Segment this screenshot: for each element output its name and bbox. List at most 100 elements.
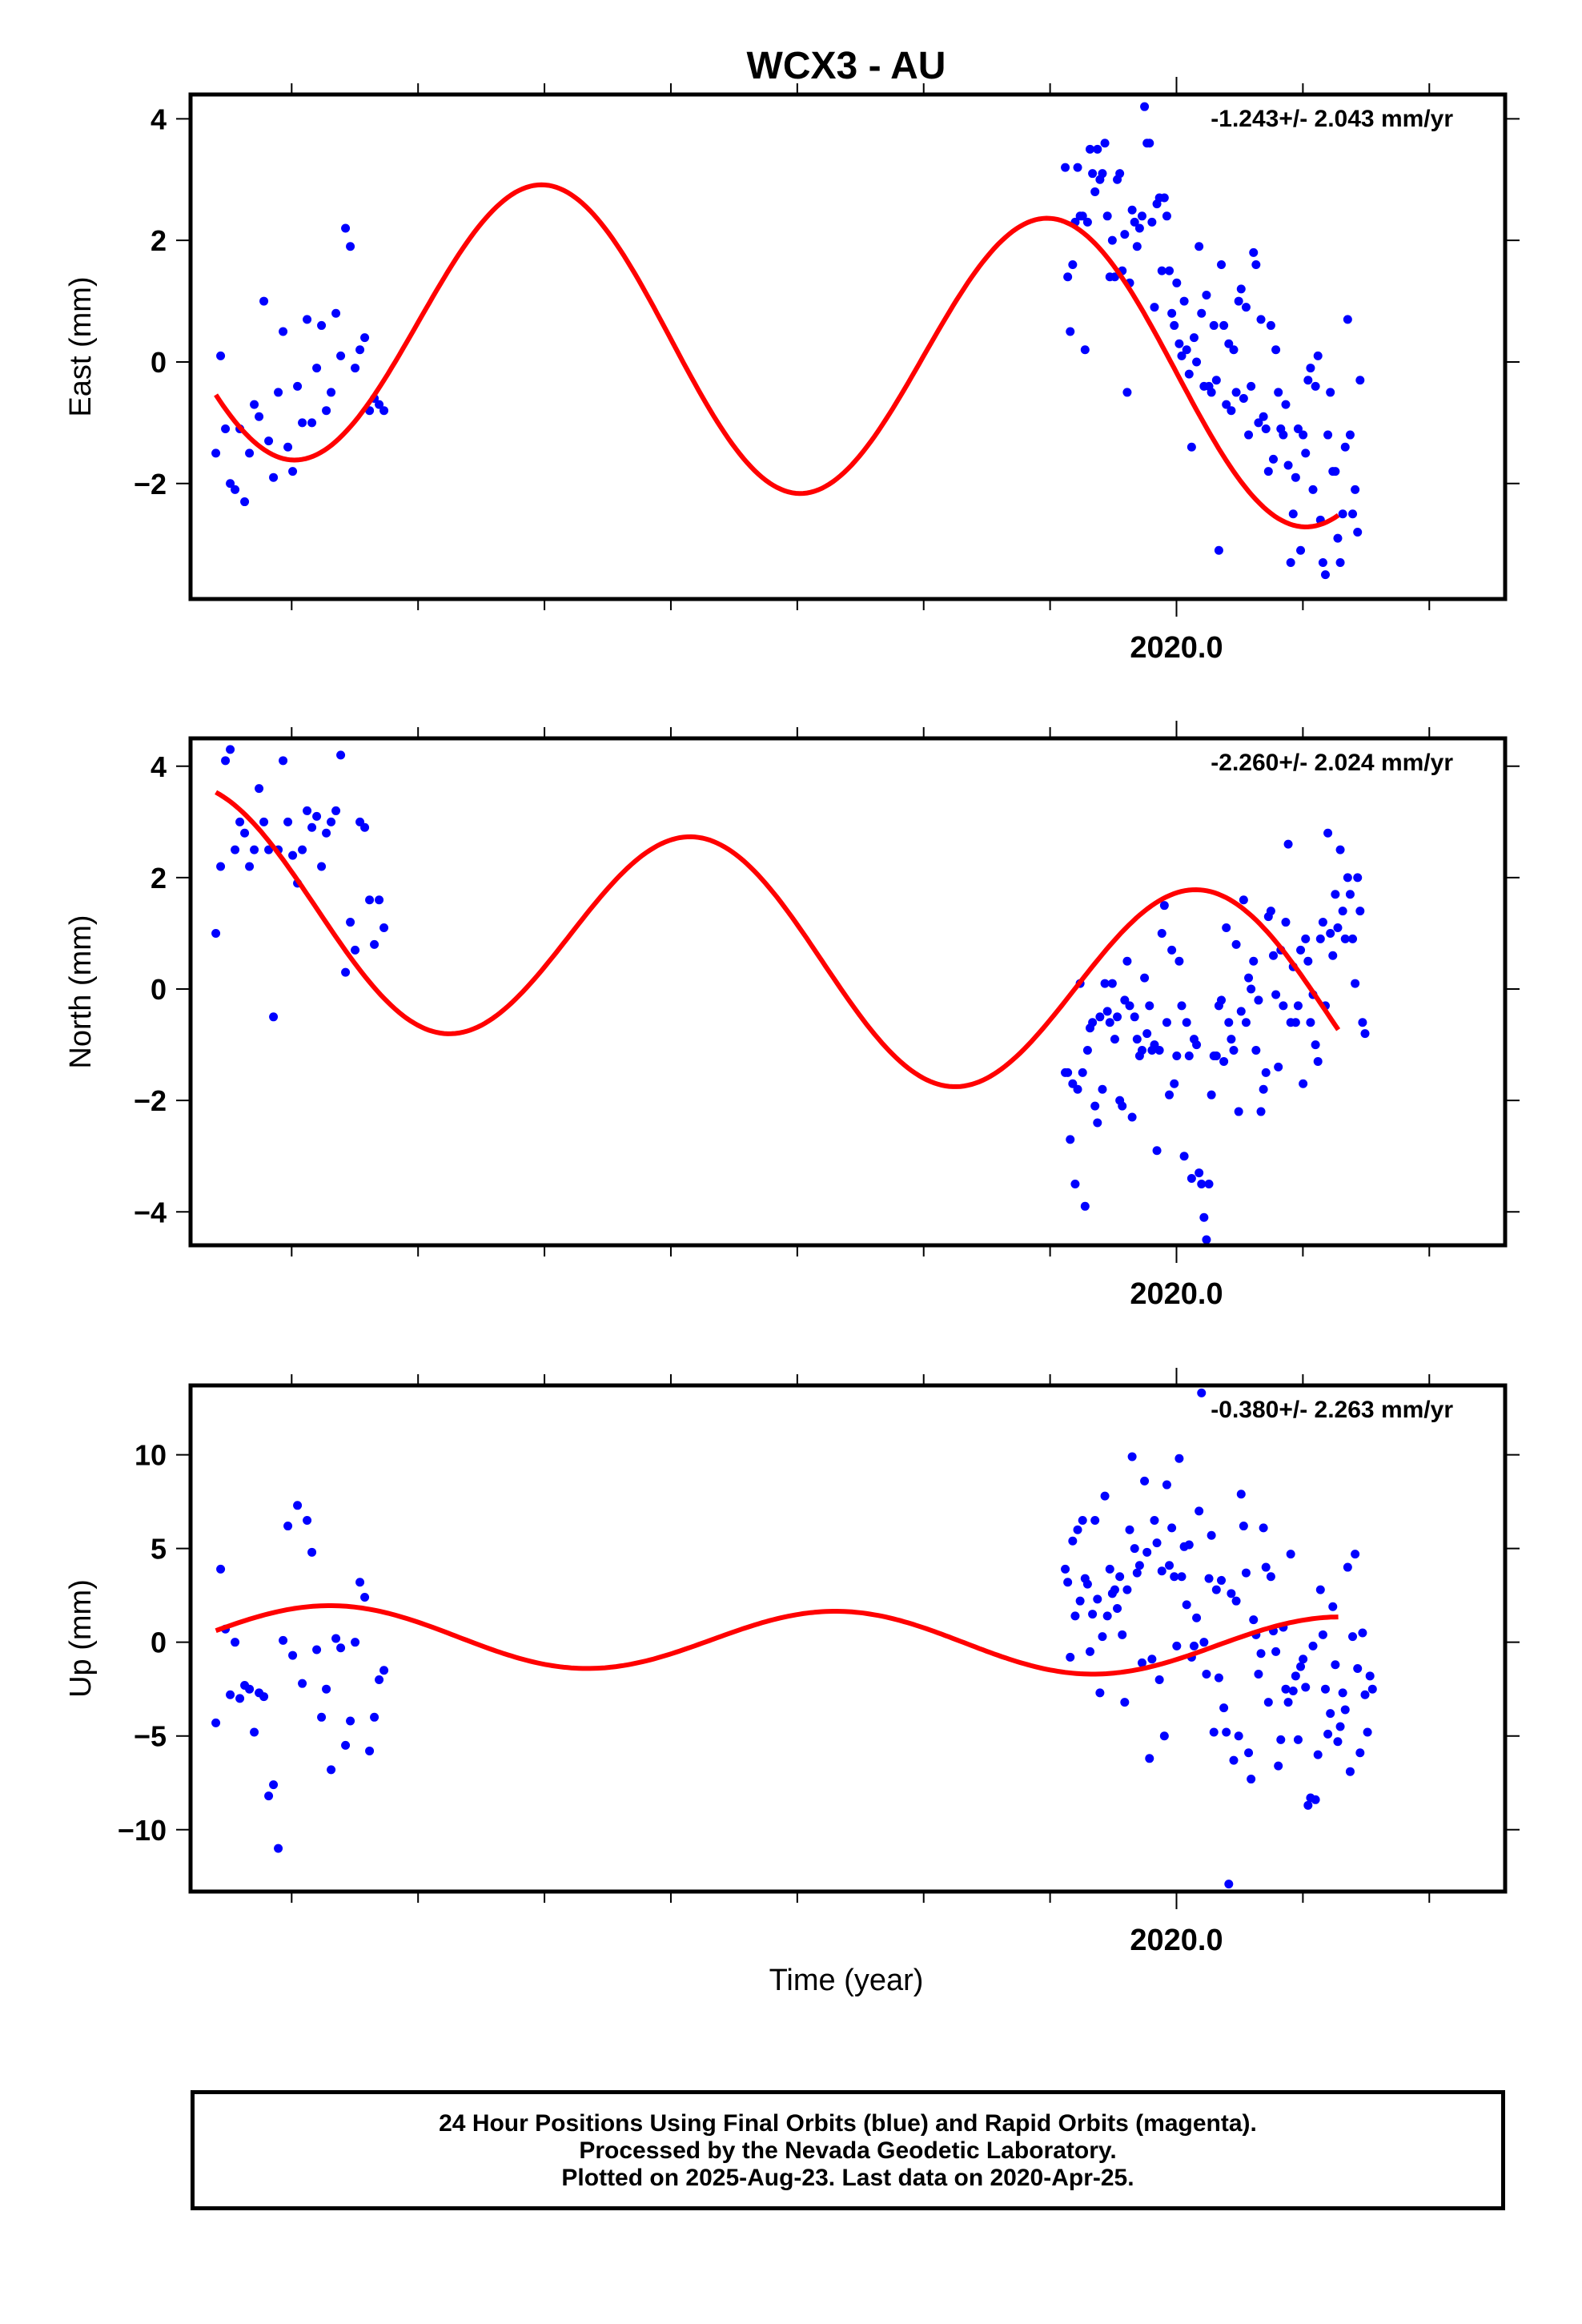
- data-point: [1093, 144, 1102, 154]
- data-point: [1360, 1690, 1370, 1699]
- data-point: [1195, 1168, 1204, 1178]
- data-point: [235, 817, 245, 826]
- data-point: [1211, 1051, 1221, 1060]
- data-point: [1296, 545, 1306, 555]
- panel-north: 2020.0 −4 −2 0 2 4 North (mm) -2.260+/- 2.024 m…: [64, 721, 1520, 1311]
- data-point: [1154, 1046, 1164, 1055]
- data-point: [1293, 424, 1303, 433]
- data-point: [1355, 376, 1365, 385]
- data-point: [1162, 1018, 1171, 1027]
- data-point: [1145, 1001, 1154, 1011]
- data-point: [1333, 1737, 1343, 1747]
- data-point: [1107, 235, 1117, 245]
- rate-annotation: -1.243+/- 2.043 mm/yr: [1211, 106, 1453, 132]
- data-point: [1170, 1572, 1179, 1582]
- data-point: [1159, 901, 1169, 911]
- data-point: [379, 406, 389, 416]
- data-point: [245, 862, 255, 871]
- data-point: [1217, 995, 1227, 1005]
- data-point: [1177, 351, 1186, 360]
- data-point: [1177, 1572, 1186, 1582]
- data-point: [1241, 1568, 1251, 1578]
- data-point: [1217, 1575, 1227, 1585]
- data-point: [231, 845, 240, 854]
- data-point: [1167, 1523, 1177, 1533]
- data-point: [293, 381, 303, 391]
- data-point: [1313, 351, 1323, 360]
- data-point: [1125, 1001, 1134, 1011]
- data-point: [1202, 1235, 1211, 1244]
- data-point: [1251, 260, 1261, 270]
- data-point: [1211, 376, 1221, 385]
- y-tick-label: 5: [151, 1533, 167, 1566]
- data-point: [355, 1578, 365, 1587]
- data-point: [1269, 951, 1279, 960]
- data-point: [1367, 1684, 1377, 1694]
- data-point: [274, 388, 283, 397]
- data-point: [231, 485, 240, 494]
- chart-panels: 2020.0 −2 0 2 4 East (mm) -1.243+/- 2.043 mm/y…: [64, 77, 1520, 1957]
- data-point: [1107, 979, 1117, 988]
- y-axis-label: Up (mm): [64, 1579, 98, 1698]
- data-point: [1100, 139, 1110, 148]
- data-point: [1120, 230, 1130, 239]
- data-point: [1130, 217, 1139, 227]
- data-point: [303, 806, 312, 815]
- data-point: [1353, 873, 1363, 883]
- data-point: [1147, 217, 1157, 227]
- data-point: [1142, 1029, 1152, 1039]
- data-point: [1145, 139, 1154, 148]
- data-point: [1214, 545, 1223, 555]
- data-point: [1197, 1388, 1207, 1397]
- data-point: [1137, 1046, 1146, 1055]
- data-point: [1113, 1012, 1122, 1022]
- data-point: [211, 928, 221, 938]
- data-point: [1184, 1051, 1194, 1060]
- data-point: [1239, 1522, 1248, 1531]
- data-point: [360, 1593, 370, 1602]
- data-point: [1283, 460, 1293, 470]
- data-point: [1110, 1585, 1119, 1594]
- data-point: [1338, 509, 1347, 519]
- data-point: [259, 817, 269, 826]
- data-point: [1174, 956, 1184, 966]
- data-point: [1299, 430, 1308, 440]
- data-point: [360, 333, 370, 343]
- data-point: [1214, 1673, 1223, 1683]
- data-point: [216, 351, 226, 360]
- data-point: [1219, 1056, 1229, 1066]
- data-point: [250, 1727, 259, 1737]
- data-point: [1244, 430, 1254, 440]
- data-point: [1134, 223, 1144, 233]
- data-point: [1063, 1578, 1073, 1587]
- data-point: [1303, 376, 1313, 385]
- data-point: [1195, 1506, 1204, 1516]
- data-point: [283, 442, 293, 452]
- points: [211, 745, 1370, 1244]
- data-point: [1231, 1596, 1241, 1606]
- data-point: [1090, 187, 1100, 196]
- data-point: [1179, 296, 1189, 306]
- data-point: [336, 351, 346, 360]
- data-point: [1296, 945, 1306, 955]
- data-point: [1207, 1090, 1216, 1100]
- data-point: [288, 467, 298, 476]
- data-point: [1063, 272, 1073, 282]
- data-point: [1068, 260, 1078, 270]
- data-point: [1204, 1574, 1214, 1583]
- data-point: [1353, 528, 1363, 537]
- data-point: [259, 1692, 269, 1702]
- data-point: [1271, 1647, 1281, 1656]
- data-point: [1249, 1615, 1259, 1625]
- data-point: [1088, 1610, 1098, 1619]
- data-point: [216, 1564, 226, 1574]
- fit-curve: [215, 790, 1341, 1089]
- points: [211, 102, 1365, 580]
- data-point: [1227, 1035, 1236, 1044]
- data-point: [331, 1634, 341, 1643]
- data-point: [298, 845, 307, 854]
- data-point: [1340, 1705, 1350, 1715]
- data-point: [1165, 266, 1174, 275]
- data-point: [1174, 339, 1184, 348]
- data-point: [1259, 1084, 1268, 1094]
